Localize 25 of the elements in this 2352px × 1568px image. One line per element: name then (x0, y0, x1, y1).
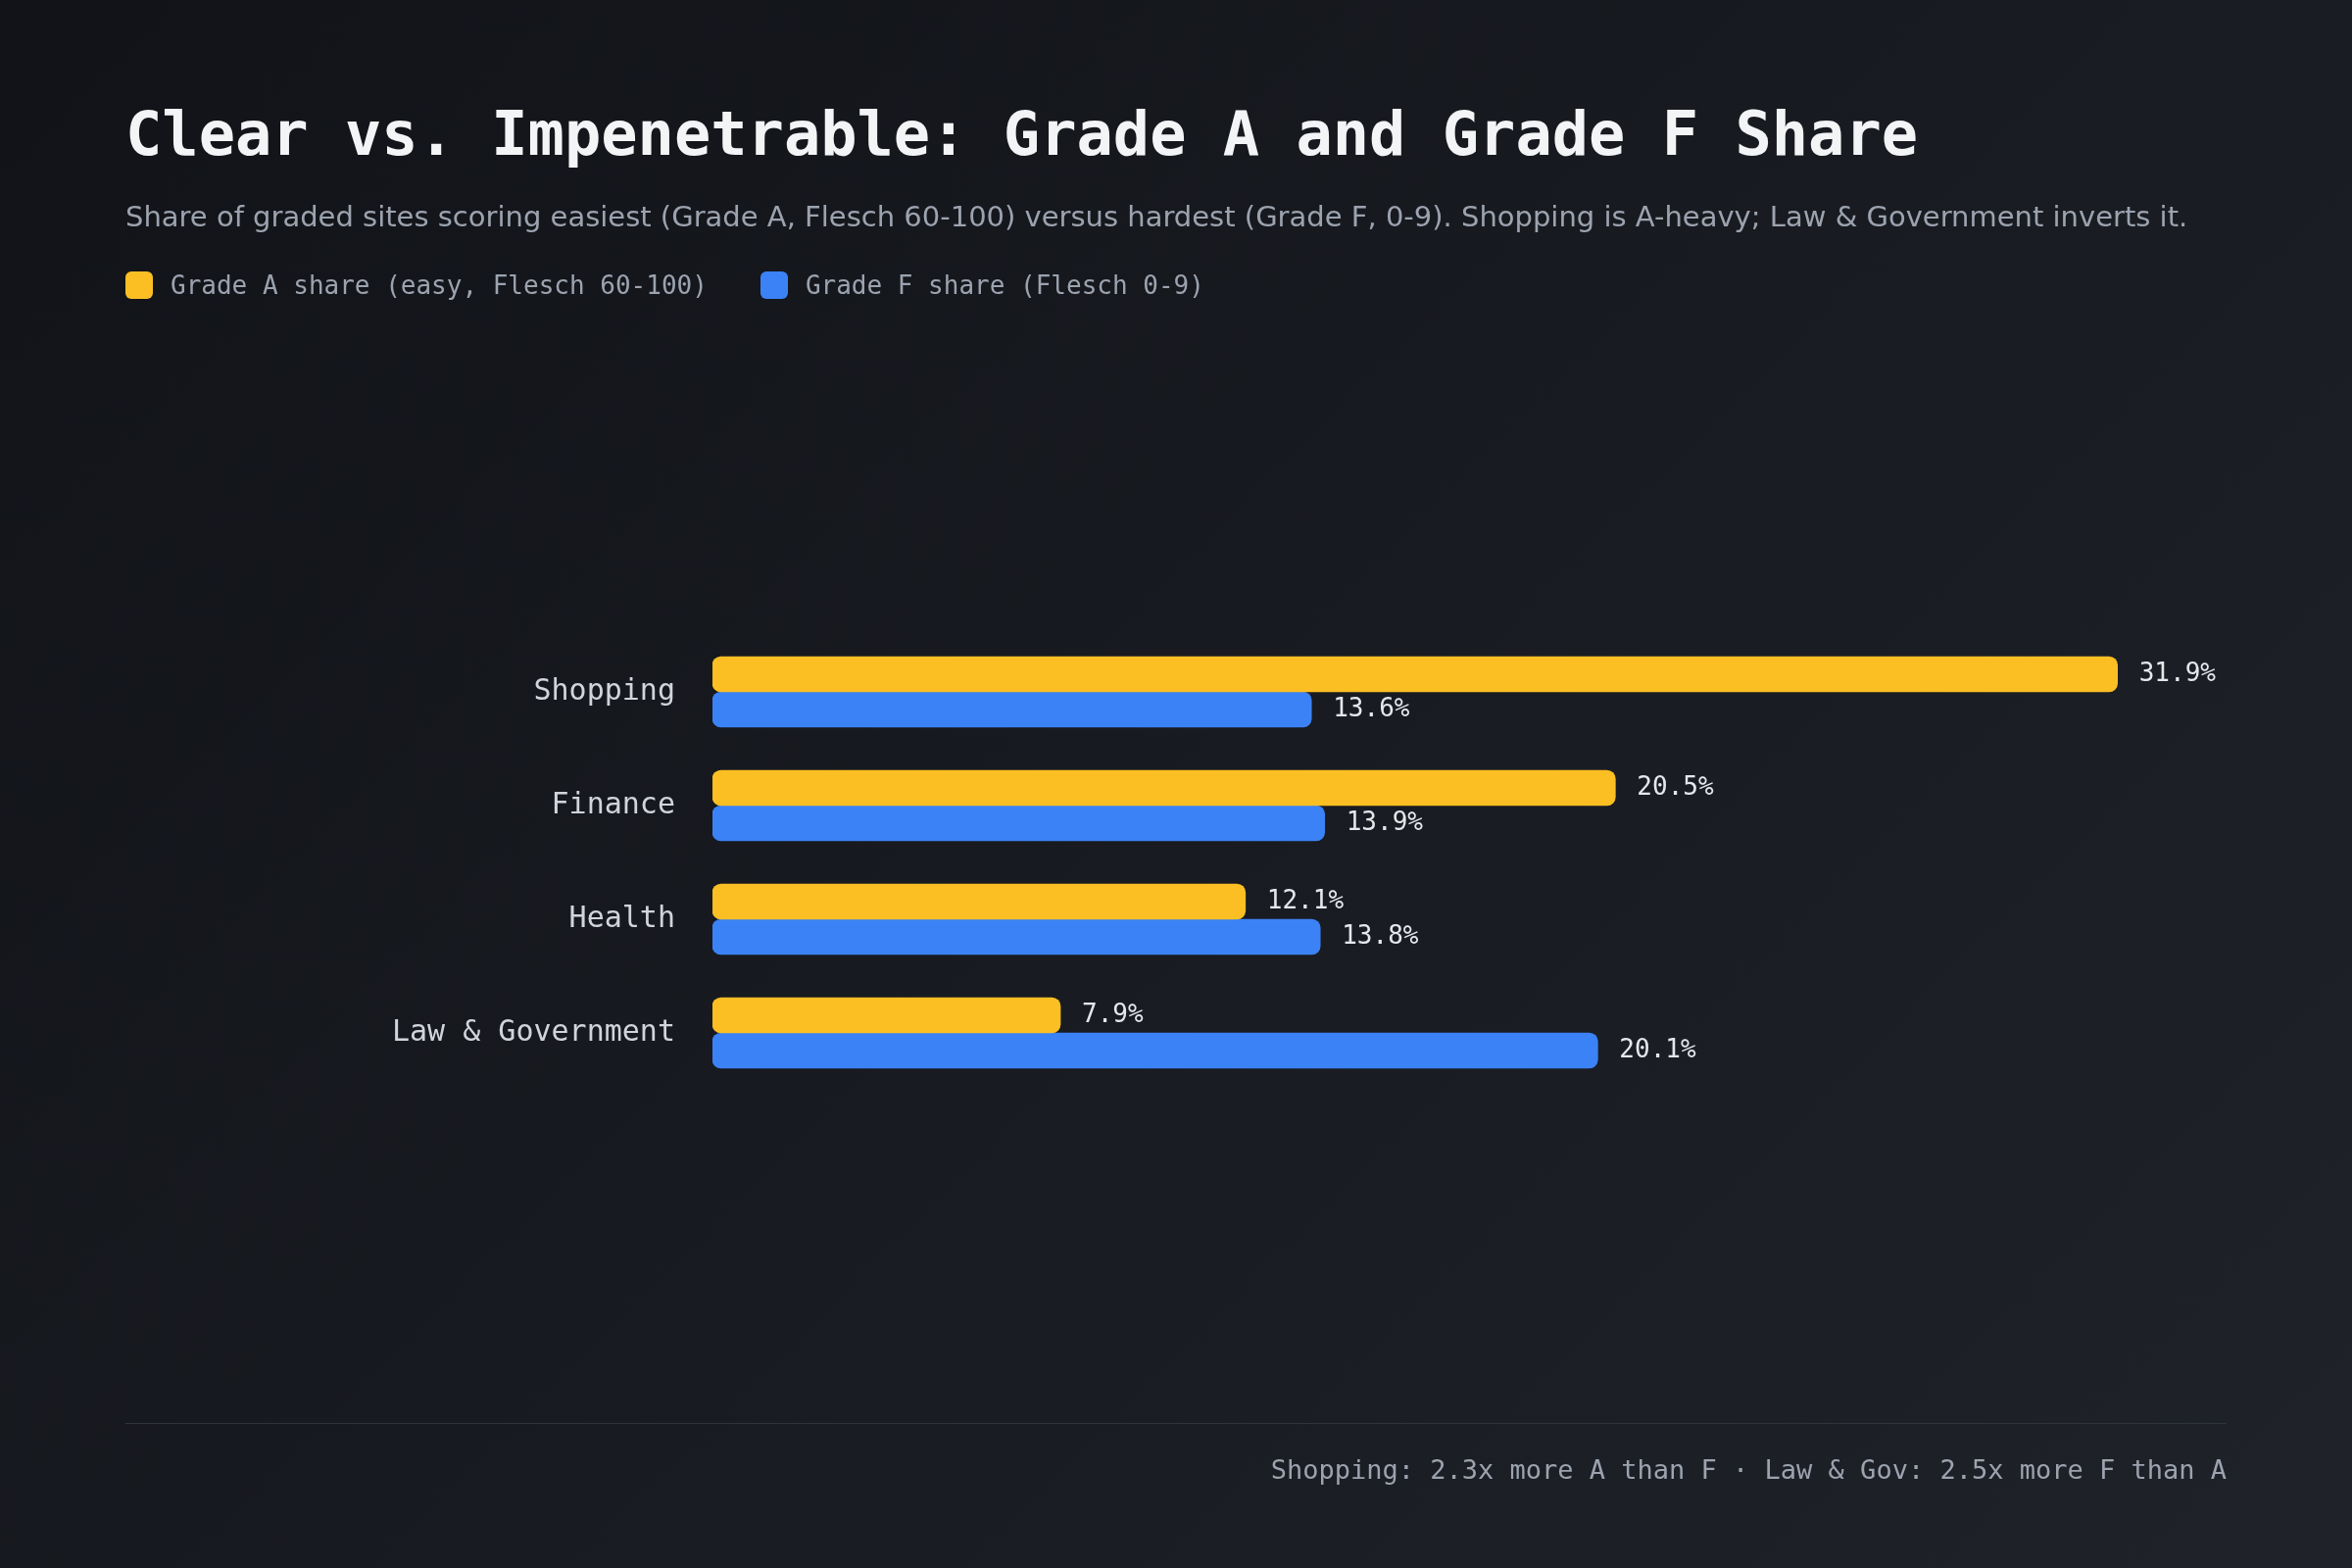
y-tick-label: Shopping (533, 671, 675, 707)
bar (711, 769, 1616, 807)
bar (711, 805, 1326, 842)
y-tick-label: Health (568, 899, 675, 934)
y-tick-label: Finance (551, 785, 675, 820)
chart-title: Clear vs. Impenetrable: Grade A and Grade F Share (125, 98, 1919, 170)
legend-label: Grade F share (Flesch 0-9) (805, 270, 1204, 300)
chart-subtitle: Share of graded sites scoring easiest (Grade A, Flesch 60-100) versus hardest (Grade F, 0-9). Shopping is A-heavy; Law & Government inverts it. (125, 200, 2189, 233)
bar (711, 997, 1061, 1034)
data-label: 31.9% (2138, 657, 2217, 687)
bar (711, 1032, 1598, 1069)
legend-label: Grade A share (easy, Flesch 60-100) (171, 270, 708, 300)
data-label: 7.9% (1082, 998, 1144, 1028)
data-label: 12.1% (1266, 884, 1345, 914)
bar (711, 656, 2119, 693)
bar (711, 918, 1321, 956)
data-label: 13.9% (1346, 806, 1424, 836)
text: Shopping: 2.3x more A than F · Law & Gov: 2.5x more F than A (1270, 1454, 2227, 1485)
data-label: 13.8% (1342, 919, 1419, 950)
y-tick-label: Law & Government (392, 1012, 675, 1048)
bar (711, 691, 1312, 728)
data-label: 13.6% (1333, 692, 1410, 722)
bar (711, 883, 1247, 920)
data-label: 20.5% (1637, 770, 1714, 801)
data-label: 20.1% (1619, 1033, 1696, 1063)
